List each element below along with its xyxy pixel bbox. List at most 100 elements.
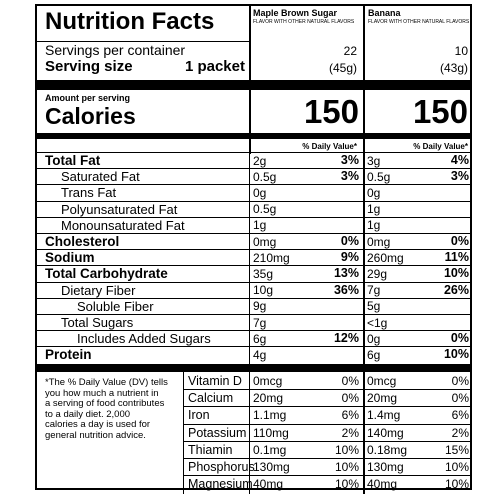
col2-amount: 0.5g (367, 169, 391, 184)
footnote-line: to a daily diet. 2,000 (45, 408, 131, 420)
nutrient-row-rule (37, 152, 470, 153)
col2-dv: 3% (450, 169, 469, 184)
col2-amount: 6g (367, 347, 381, 362)
nutrient-label: Polyunsaturated Fat (61, 201, 178, 217)
col1-dv: 9% (340, 250, 359, 265)
col2-vitamin-dv: 10% (444, 460, 469, 474)
col2-amount: 0g (367, 331, 381, 346)
col2-dv: 11% (444, 250, 469, 265)
col1-amount: 10g (253, 283, 274, 298)
col1-dv: 36% (333, 282, 359, 297)
col1-vitamin-dv: 10% (334, 460, 359, 474)
col1-amount: 0mg (253, 234, 277, 249)
col1-vitamin-amount: 110mg (253, 425, 289, 440)
vitamin-row-rule (183, 423, 470, 425)
col1-vitamin-dv: 6% (341, 408, 359, 423)
serving-size-label: Serving size (45, 58, 133, 75)
servings-per-container-label: Servings per container (45, 42, 186, 58)
nutrient-label: Includes Added Sugars (77, 331, 211, 347)
col1-amount: 4g (253, 347, 267, 362)
col1-vitamin-amount: 0.1mg (253, 442, 287, 457)
col1-dv: 0% (340, 234, 359, 248)
medium-rule-calories (37, 133, 470, 139)
nutrient-divider-left (249, 152, 250, 365)
col1-vitamin-dv: 0% (341, 374, 359, 388)
vitamin-row-rule (183, 389, 470, 391)
col2-vitamin-dv: 15% (444, 442, 469, 457)
vitamin-label: Iron (188, 408, 210, 423)
col1-vitamin-amount: 130mg (253, 460, 290, 474)
col1-name: Maple Brown Sugar (253, 8, 338, 18)
col2-dv: 4% (450, 153, 469, 167)
col1-amount: 1g (253, 218, 267, 233)
col1-amount: 210mg (253, 250, 290, 265)
vitamin-label: Magnesium (188, 477, 253, 492)
footnote-line: *The % Daily Value (DV) tells (45, 377, 168, 388)
col2-amount: 7g (367, 283, 381, 298)
col1-dv: 3% (340, 153, 359, 167)
nutrient-label: Sodium (45, 250, 95, 266)
vitamin-row-rule (183, 475, 470, 477)
col2-dv: 10% (443, 347, 469, 362)
amount-per-serving-label: Amount per serving (45, 93, 131, 103)
col2-flavor-note: FLAVOR WITH OTHER NATURAL FLAVORS (368, 19, 470, 25)
col2-vitamin-amount: 0mcg (367, 374, 397, 388)
col2-dv: 10% (443, 266, 469, 281)
nutrient-label: Total Fat (45, 153, 101, 168)
nutrient-label: Total Sugars (61, 315, 134, 330)
col1-amount: 35g (253, 266, 274, 281)
nutrition-label: Nutrition Facts Servings per container S… (35, 4, 472, 495)
col2-vitamin-dv: 0% (451, 374, 469, 388)
nutrient-label: Protein (45, 347, 92, 363)
label-title: Nutrition Facts (45, 8, 215, 35)
nutrient-label: Total Carbohydrate (45, 266, 168, 282)
serving-size-value: 1 packet (184, 58, 245, 75)
nutrient-row-rule (37, 184, 470, 186)
nutrient-row-rule (37, 297, 470, 299)
col2-amount: 5g (367, 299, 381, 314)
col2-vitamin-amount: 40mg (367, 477, 398, 492)
col1-dv: 13% (333, 266, 359, 281)
footnote-line: general nutrition advice. (45, 429, 146, 441)
nutrient-row-rule (37, 233, 470, 234)
col1-amount: 0.5g (253, 169, 277, 184)
vitamin-label: Calcium (188, 391, 234, 406)
col2-amount: 1g (367, 202, 381, 217)
col1-vitamin-dv: 10% (334, 442, 359, 457)
col2-amount: 0mg (367, 234, 391, 249)
vitamin-row-rule (183, 440, 470, 442)
nutrient-label: Soluble Fiber (77, 298, 154, 314)
col1-calories: 150 (303, 93, 359, 130)
nutrient-label: Trans Fat (61, 185, 117, 201)
col2-vitamin-dv: 0% (451, 391, 469, 406)
col2-vitamin-amount: 140mg (367, 425, 404, 440)
col2-vitamin-dv: 6% (451, 408, 469, 423)
vitamin-row-rule (183, 406, 470, 408)
vitamin-divider-label (183, 372, 184, 495)
col1-amount: 0g (253, 185, 267, 200)
col1-vitamin-amount: 20mg (253, 391, 284, 406)
thick-rule-bottom (37, 364, 470, 372)
col2-calories: 150 (412, 93, 468, 130)
nutrient-row-rule (37, 168, 470, 170)
col2-vitamin-dv: 2% (451, 425, 469, 440)
col2-amount: 0g (367, 185, 381, 200)
vitamin-label: Vitamin D (188, 374, 242, 388)
col2-amount: 260mg (367, 250, 404, 265)
col1-vitamin-amount: 0mcg (253, 374, 283, 388)
col2-serving-size: (43g) (439, 61, 468, 75)
col2-dv: 26% (443, 282, 469, 297)
nutrient-row-rule (37, 200, 470, 202)
col2-servings: 10 (454, 44, 468, 58)
calories-label: Calories (45, 103, 136, 129)
footnote-line: you how much a nutrient in (45, 387, 159, 399)
col2-vitamin-amount: 1.4mg (367, 408, 401, 423)
vitamin-row-rule (183, 458, 470, 459)
nutrient-row-rule (37, 346, 470, 348)
col2-dv-header: % Daily Value* (413, 142, 468, 151)
col1-dv: 3% (340, 169, 359, 184)
nutrient-row-rule (37, 330, 470, 332)
nutrient-label: Monounsaturated Fat (61, 217, 185, 233)
col2-amount: 3g (367, 153, 381, 168)
col1-serving-size: (45g) (328, 61, 357, 75)
